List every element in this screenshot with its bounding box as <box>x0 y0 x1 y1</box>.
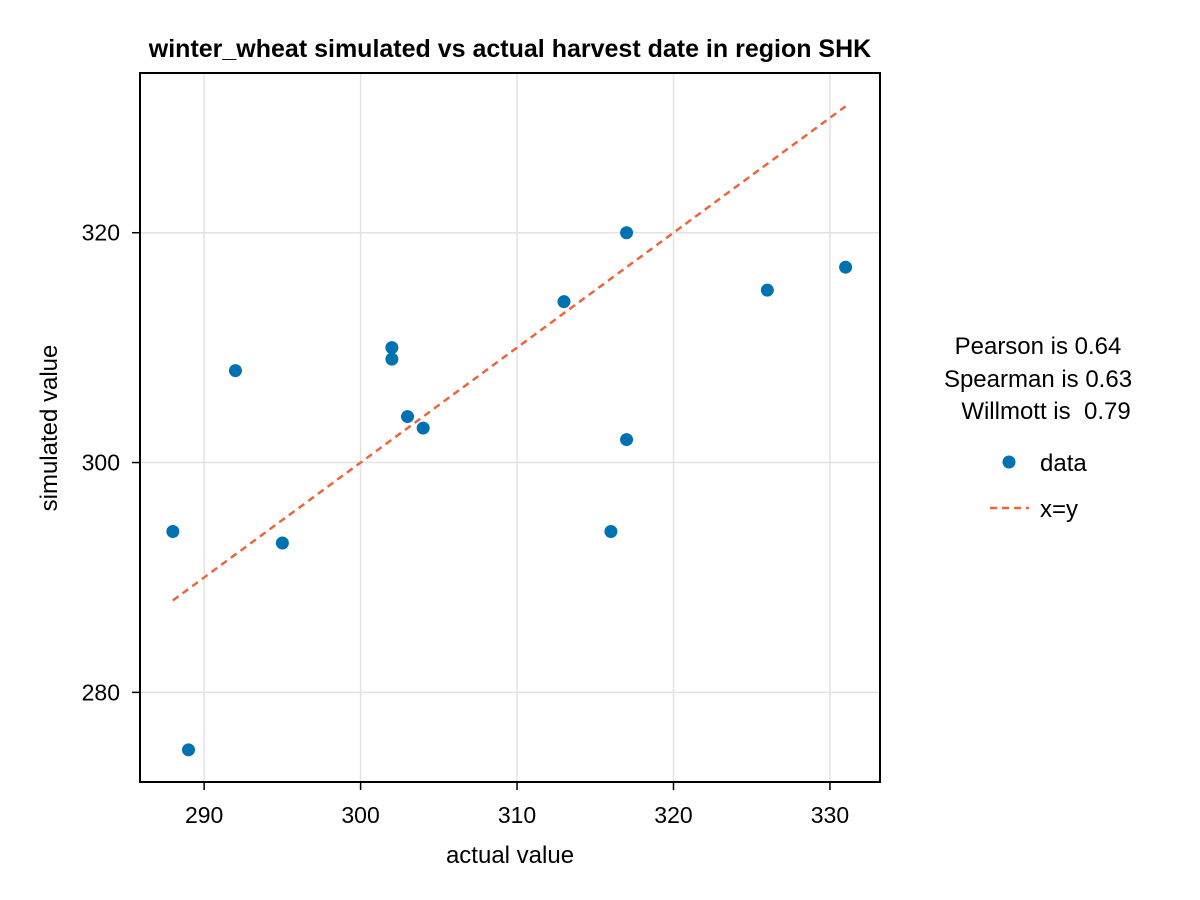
stat-willmott: Willmott is 0.79 <box>961 398 1130 425</box>
y-tick-label: 280 <box>82 679 120 705</box>
data-point <box>401 410 415 424</box>
data-point <box>839 260 853 274</box>
data-point <box>557 295 571 309</box>
data-point <box>275 536 289 550</box>
y-tick-label: 300 <box>82 450 120 476</box>
legend-label-xy: x=y <box>1040 496 1078 523</box>
data-point <box>760 283 774 297</box>
x-tick-label: 320 <box>654 802 692 828</box>
grid-lines <box>140 73 880 782</box>
chart-title: winter_wheat simulated vs actual harvest… <box>148 35 871 63</box>
identity-line <box>172 105 847 602</box>
x-tick-label: 290 <box>185 802 223 828</box>
data-point <box>416 421 430 435</box>
stat-pearson: Pearson is 0.64 <box>955 333 1122 360</box>
stat-spearman: Spearman is 0.63 <box>944 366 1132 393</box>
data-point <box>228 364 242 378</box>
x-tick-label: 310 <box>498 802 536 828</box>
data-point <box>620 433 634 447</box>
data-point <box>620 226 634 240</box>
data-point <box>604 524 618 538</box>
legend-marker-data <box>1002 455 1016 469</box>
series-layer <box>166 105 853 757</box>
y-axis-label: simulated value <box>36 345 63 512</box>
plot-frame <box>139 72 881 783</box>
stats-box: Pearson is 0.64 Spearman is 0.63 Willmot… <box>944 333 1132 425</box>
data-point <box>181 743 195 757</box>
data-point <box>166 524 180 538</box>
legend-label-data: data <box>1040 450 1087 477</box>
data-point <box>385 352 399 366</box>
x-tick-label: 330 <box>811 802 849 828</box>
y-tick-label: 320 <box>82 220 120 246</box>
x-axis-label: actual value <box>446 842 574 869</box>
data-point <box>385 341 399 355</box>
axis-ticks: 290 300 310 320 330 280 300 320 <box>82 220 849 828</box>
x-tick-label: 300 <box>341 802 379 828</box>
legend: data x=y <box>990 450 1087 523</box>
